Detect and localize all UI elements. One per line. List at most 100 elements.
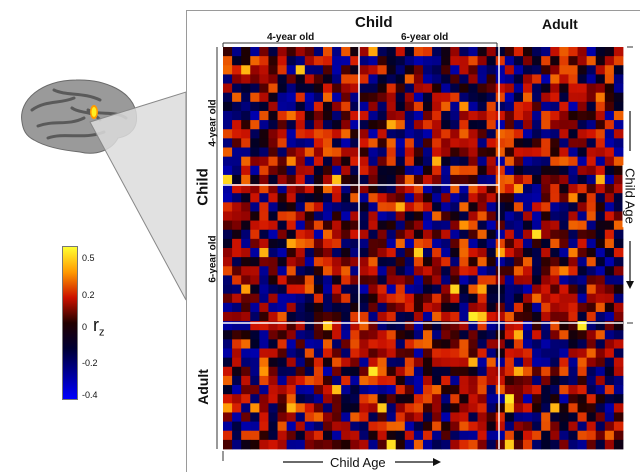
matrix-cell xyxy=(559,211,569,221)
matrix-cell xyxy=(432,65,442,75)
matrix-cell xyxy=(568,156,578,167)
matrix-cell xyxy=(313,83,324,94)
matrix-cell xyxy=(513,385,524,395)
matrix-cell xyxy=(395,421,406,432)
matrix-cell xyxy=(377,275,388,285)
matrix-cell xyxy=(477,110,488,121)
matrix-cell xyxy=(368,348,378,359)
matrix-cell xyxy=(313,339,324,349)
matrix-cell xyxy=(541,284,551,295)
matrix-cell xyxy=(313,275,324,285)
matrix-cell xyxy=(295,311,306,322)
matrix-cell xyxy=(604,92,615,103)
matrix-cell xyxy=(559,184,569,194)
matrix-cell xyxy=(513,248,524,258)
matrix-cell xyxy=(495,47,506,57)
matrix-cell xyxy=(259,129,269,139)
matrix-cell xyxy=(404,412,415,422)
matrix-cell xyxy=(432,321,442,331)
matrix-cell xyxy=(577,220,588,231)
matrix-cell xyxy=(232,56,242,66)
matrix-cell xyxy=(304,110,315,121)
matrix-cell xyxy=(332,56,342,66)
matrix-cell xyxy=(595,202,606,212)
matrix-cell xyxy=(223,138,233,148)
matrix-cell xyxy=(559,110,569,121)
matrix-cell xyxy=(495,375,506,386)
matrix-cell xyxy=(286,220,297,231)
matrix-cell xyxy=(241,421,251,432)
matrix-cell xyxy=(595,174,606,185)
matrix-cell xyxy=(604,74,615,84)
matrix-cell xyxy=(568,138,578,148)
matrix-cell xyxy=(468,375,478,386)
matrix-cell xyxy=(541,156,551,167)
matrix-cell xyxy=(441,92,451,103)
matrix-cell xyxy=(295,211,306,221)
matrix-cell xyxy=(495,302,506,313)
matrix-cell xyxy=(541,302,551,313)
matrix-cell xyxy=(359,238,369,249)
matrix-cell xyxy=(304,266,315,276)
matrix-cell xyxy=(259,220,269,231)
matrix-cell xyxy=(413,439,424,450)
matrix-cell xyxy=(459,202,469,212)
matrix-cell xyxy=(595,138,606,148)
matrix-cell xyxy=(486,439,497,450)
matrix-cell xyxy=(441,110,451,121)
matrix-cell xyxy=(450,129,460,139)
matrix-cell xyxy=(613,56,624,66)
matrix-cell xyxy=(577,430,588,441)
matrix-cell xyxy=(495,430,506,441)
matrix-cell xyxy=(250,275,260,285)
matrix-cell xyxy=(486,56,497,66)
matrix-cell xyxy=(259,403,269,413)
matrix-cell xyxy=(468,147,478,158)
matrix-cell xyxy=(223,110,233,121)
matrix-cell xyxy=(286,120,297,130)
matrix-cell xyxy=(450,92,460,103)
matrix-cell xyxy=(523,357,533,368)
matrix-cell xyxy=(432,129,442,139)
matrix-cell xyxy=(613,311,624,322)
matrix-cell xyxy=(250,293,260,304)
matrix-cell xyxy=(304,403,315,413)
matrix-cell xyxy=(586,266,597,276)
matrix-cell xyxy=(459,275,469,285)
matrix-cell xyxy=(268,165,278,176)
matrix-cell xyxy=(559,330,569,340)
matrix-cell xyxy=(423,421,433,432)
matrix-cell xyxy=(613,430,624,441)
matrix-cell xyxy=(395,275,406,285)
matrix-cell xyxy=(332,101,342,112)
matrix-cell xyxy=(368,257,378,267)
matrix-cell xyxy=(368,229,378,240)
matrix-cell xyxy=(268,129,278,139)
matrix-cell xyxy=(332,120,342,130)
matrix-cell xyxy=(604,184,615,194)
matrix-cell xyxy=(350,147,360,158)
matrix-cell xyxy=(277,284,288,295)
matrix-cell xyxy=(604,220,615,231)
matrix-cell xyxy=(559,229,569,240)
matrix-cell xyxy=(268,156,278,167)
matrix-cell xyxy=(304,211,315,221)
matrix-cell xyxy=(350,184,360,194)
matrix-cell xyxy=(268,321,278,331)
matrix-cell xyxy=(332,257,342,267)
matrix-cell xyxy=(395,284,406,295)
colorbar-tick-4: -0.4 xyxy=(82,390,98,400)
matrix-cell xyxy=(268,74,278,84)
matrix-cell xyxy=(313,403,324,413)
matrix-cell xyxy=(241,248,251,258)
matrix-cell xyxy=(259,430,269,441)
matrix-cell xyxy=(232,248,242,258)
matrix-cell xyxy=(386,129,397,139)
matrix-cell xyxy=(368,321,378,331)
matrix-cell xyxy=(604,339,615,349)
matrix-cell xyxy=(504,293,515,304)
matrix-cell xyxy=(377,385,388,395)
matrix-cell xyxy=(377,330,388,340)
matrix-cell xyxy=(259,421,269,432)
matrix-cell xyxy=(550,403,560,413)
